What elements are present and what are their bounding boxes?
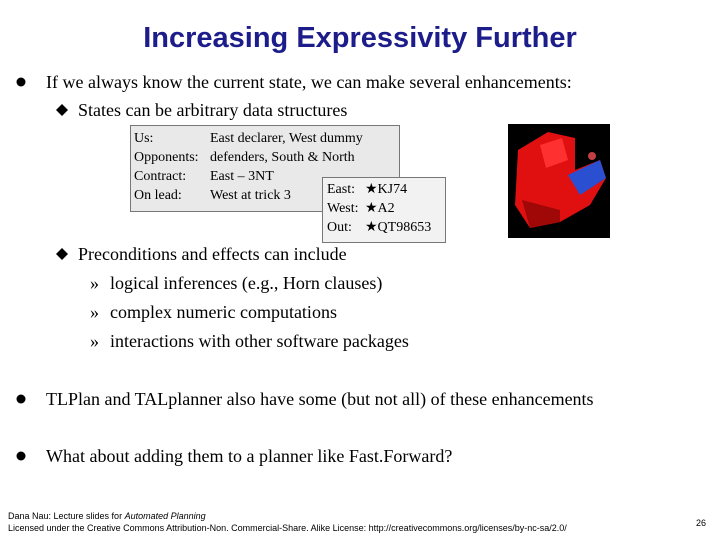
bridge-image (508, 124, 610, 238)
marker: » (90, 331, 99, 351)
bullet-dot (16, 451, 26, 461)
page-number: 26 (696, 518, 707, 528)
footer-text: Dana Nau: Lecture slides for (8, 511, 123, 521)
row-value: ★QT98653 (365, 220, 432, 235)
row-value: East declarer, West dummy (210, 131, 363, 146)
row-label: East: (327, 182, 355, 197)
bullet-dot (16, 77, 26, 87)
row-label: Us: (134, 131, 154, 146)
row-label: Opponents: (134, 150, 199, 165)
bullet-diamond (56, 104, 68, 116)
row-label: Out: (327, 220, 352, 235)
bullet-text: TLPlan and TALplanner also have some (bu… (46, 389, 594, 409)
marker: » (90, 273, 99, 293)
footer-book: Automated Planning (124, 511, 206, 521)
row-label: West: (327, 201, 359, 216)
row-value: East – 3NT (210, 169, 274, 184)
row-value: ★KJ74 (365, 182, 408, 197)
bullet-dot (16, 394, 26, 404)
slide-title: Increasing Expressivity Further (143, 22, 577, 54)
row-value: West at trick 3 (210, 188, 291, 203)
bullet-text: What about adding them to a planner like… (46, 446, 453, 466)
hands-box: East: ★KJ74 West: ★A2 Out: ★QT98653 (322, 177, 446, 243)
sub-bullet-text: Preconditions and effects can include (78, 244, 347, 264)
footer-line: Dana Nau: Lecture slides for Automated P… (8, 512, 206, 521)
row-label: On lead: (134, 188, 182, 203)
bullet-diamond (56, 248, 68, 260)
marker: » (90, 302, 99, 322)
sub-bullet-text: States can be arbitrary data structures (78, 100, 348, 120)
sub-sub-text: logical inferences (e.g., Horn clauses) (110, 273, 383, 293)
row-value: defenders, South & North (210, 150, 355, 165)
row-value: ★A2 (365, 201, 395, 216)
footer-license: Licensed under the Creative Commons Attr… (8, 523, 567, 533)
bullet-text: If we always know the current state, we … (46, 72, 572, 92)
sub-sub-text: interactions with other software package… (110, 331, 409, 351)
sub-sub-text: complex numeric computations (110, 302, 337, 322)
row-label: Contract: (134, 169, 187, 184)
